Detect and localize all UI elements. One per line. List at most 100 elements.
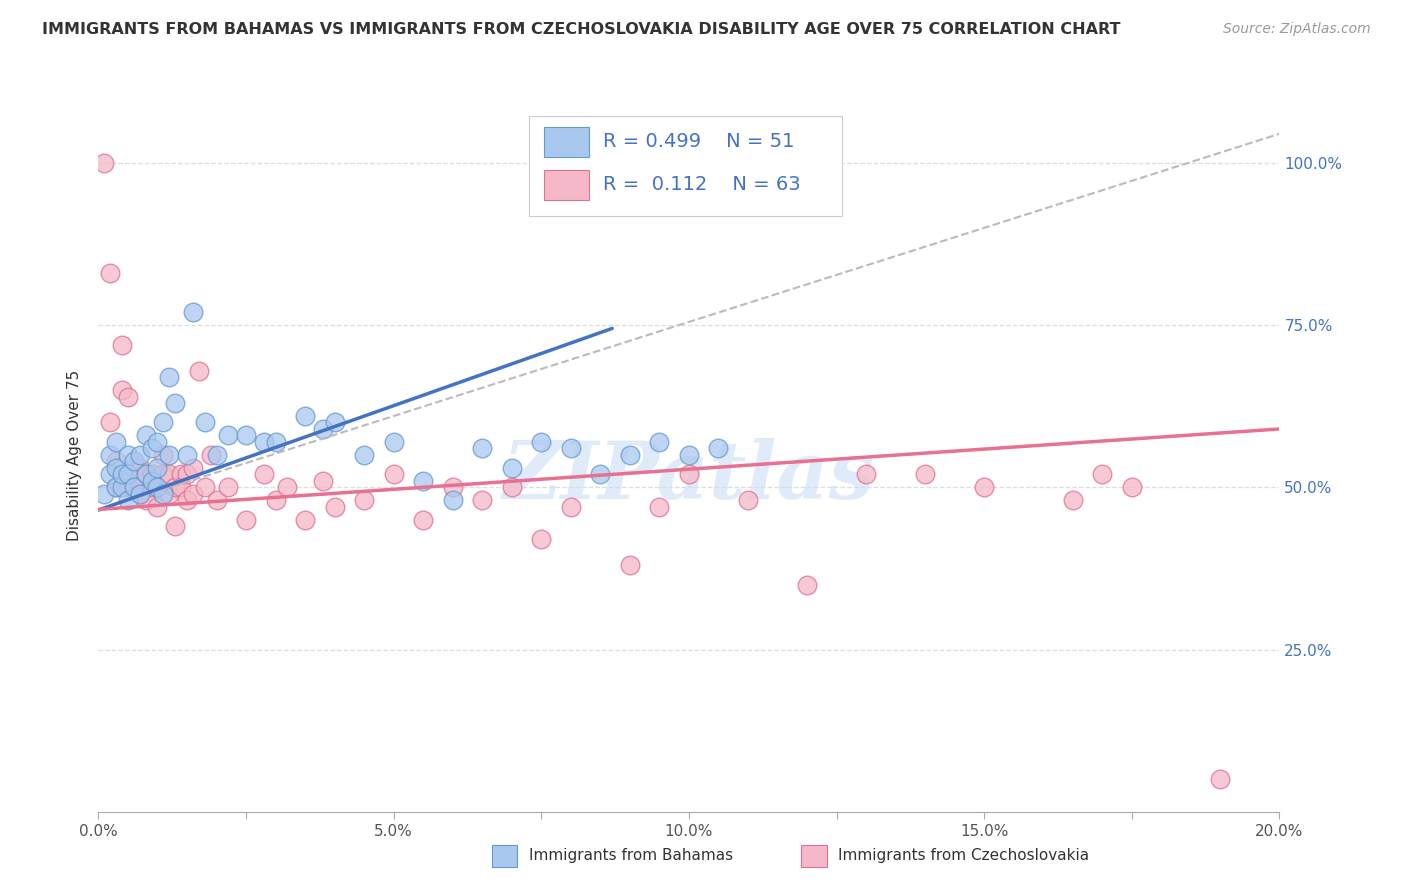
Point <box>105 434 128 449</box>
Bar <box>544 128 589 157</box>
Point <box>294 409 316 423</box>
Point <box>98 266 121 280</box>
Text: R =  0.112    N = 63: R = 0.112 N = 63 <box>603 175 800 194</box>
Point <box>165 519 187 533</box>
Point <box>973 480 995 494</box>
Point <box>128 487 150 501</box>
Point <box>170 467 193 482</box>
Point <box>194 480 217 494</box>
Point <box>353 448 375 462</box>
Point <box>619 558 641 573</box>
Point <box>117 467 139 482</box>
Point <box>117 390 139 404</box>
Point <box>678 448 700 462</box>
Point <box>176 467 198 482</box>
Point <box>122 461 145 475</box>
Point <box>217 428 239 442</box>
Point <box>560 500 582 514</box>
Point <box>111 480 134 494</box>
Point <box>152 467 174 482</box>
Text: R = 0.499    N = 51: R = 0.499 N = 51 <box>603 132 794 151</box>
Point <box>264 493 287 508</box>
Point <box>855 467 877 482</box>
Point <box>707 442 730 456</box>
Point <box>1121 480 1143 494</box>
Point <box>105 480 128 494</box>
Point <box>264 434 287 449</box>
Point <box>441 493 464 508</box>
Point <box>560 442 582 456</box>
Point <box>98 416 121 430</box>
Point <box>412 474 434 488</box>
Point <box>157 467 180 482</box>
Point <box>619 448 641 462</box>
Text: IMMIGRANTS FROM BAHAMAS VS IMMIGRANTS FROM CZECHOSLOVAKIA DISABILITY AGE OVER 75: IMMIGRANTS FROM BAHAMAS VS IMMIGRANTS FR… <box>42 22 1121 37</box>
Point <box>111 467 134 482</box>
Point <box>181 461 204 475</box>
Text: Source: ZipAtlas.com: Source: ZipAtlas.com <box>1223 22 1371 37</box>
Point <box>98 448 121 462</box>
Point <box>165 480 187 494</box>
Text: Immigrants from Bahamas: Immigrants from Bahamas <box>529 848 733 863</box>
Point <box>648 434 671 449</box>
Point <box>648 500 671 514</box>
Point <box>157 370 180 384</box>
Point <box>205 493 228 508</box>
Bar <box>544 170 589 200</box>
Point <box>122 480 145 494</box>
Point <box>128 461 150 475</box>
Point <box>105 480 128 494</box>
Point <box>98 467 121 482</box>
Point <box>157 487 180 501</box>
Point <box>122 480 145 494</box>
Point <box>471 493 494 508</box>
Point <box>105 454 128 468</box>
Point <box>176 448 198 462</box>
Point <box>135 428 157 442</box>
Point <box>111 383 134 397</box>
Point <box>323 416 346 430</box>
Point <box>441 480 464 494</box>
Point <box>146 434 169 449</box>
Point <box>176 493 198 508</box>
Point <box>323 500 346 514</box>
Point <box>135 493 157 508</box>
Point <box>146 480 169 494</box>
Point <box>152 448 174 462</box>
Point <box>205 448 228 462</box>
Point <box>152 487 174 501</box>
Point <box>141 442 163 456</box>
Point <box>235 428 257 442</box>
Point <box>152 416 174 430</box>
Point <box>235 513 257 527</box>
Point <box>312 422 335 436</box>
Point <box>276 480 298 494</box>
Point <box>146 461 169 475</box>
Point <box>128 448 150 462</box>
Point <box>501 480 523 494</box>
Point <box>501 461 523 475</box>
Point <box>253 434 276 449</box>
Point <box>157 448 180 462</box>
Point <box>678 467 700 482</box>
Point <box>135 467 157 482</box>
Point <box>93 487 115 501</box>
Y-axis label: Disability Age Over 75: Disability Age Over 75 <box>67 369 83 541</box>
Point <box>294 513 316 527</box>
Point <box>914 467 936 482</box>
Point <box>141 467 163 482</box>
Point <box>471 442 494 456</box>
Point <box>117 480 139 494</box>
Point <box>737 493 759 508</box>
Point <box>382 467 405 482</box>
Point <box>128 487 150 501</box>
Point <box>353 493 375 508</box>
Point <box>253 467 276 482</box>
Point <box>1091 467 1114 482</box>
Point <box>589 467 612 482</box>
Point <box>1209 772 1232 787</box>
Point <box>165 396 187 410</box>
Point <box>181 487 204 501</box>
Point <box>93 156 115 170</box>
Text: Immigrants from Czechoslovakia: Immigrants from Czechoslovakia <box>838 848 1090 863</box>
